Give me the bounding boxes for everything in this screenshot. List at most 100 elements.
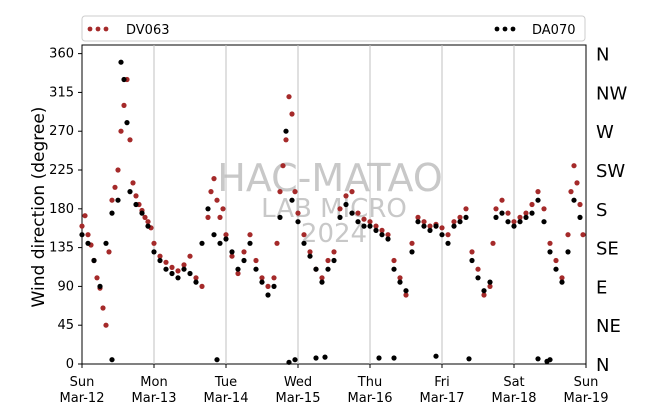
series-da070	[79, 59, 583, 365]
point-dv063	[106, 249, 112, 255]
point-dv063	[361, 216, 367, 222]
point-da070	[487, 279, 493, 285]
point-da070	[265, 292, 271, 298]
point-dv063	[421, 219, 427, 225]
point-da070	[214, 357, 220, 363]
point-da070	[445, 240, 451, 246]
point-da070	[535, 356, 541, 362]
point-dv063	[445, 232, 451, 238]
legend: DV063 DA070	[81, 15, 586, 42]
point-dv063	[109, 197, 115, 203]
point-da070	[319, 279, 325, 285]
point-dv063	[331, 249, 337, 255]
point-dv063	[511, 219, 517, 225]
legend-marker-da070	[502, 26, 508, 32]
x-axis-ticks: SunMar-12MonMar-13TueMar-14WedMar-15ThuM…	[60, 364, 608, 406]
point-dv063	[553, 257, 559, 264]
point-da070	[175, 275, 181, 281]
point-dv063	[277, 189, 283, 195]
point-dv063	[193, 275, 199, 281]
point-dv063	[475, 266, 481, 272]
point-da070	[367, 223, 373, 229]
x-gridlines	[153, 45, 515, 364]
point-dv063	[205, 214, 211, 220]
point-da070	[559, 279, 565, 285]
point-da070	[322, 354, 328, 360]
point-da070	[577, 214, 583, 220]
point-da070	[229, 249, 235, 255]
legend-marker-dv063	[95, 26, 101, 32]
point-dv063	[487, 283, 493, 289]
compass-label: N	[596, 355, 609, 376]
point-da070	[247, 240, 253, 246]
point-dv063	[121, 102, 127, 108]
point-da070	[109, 210, 115, 216]
point-da070	[295, 219, 301, 225]
point-da070	[553, 266, 559, 272]
point-da070	[493, 214, 499, 220]
point-dv063	[247, 232, 253, 238]
y-tick-label: 225	[49, 163, 74, 178]
point-dv063	[112, 184, 118, 190]
point-da070	[397, 279, 403, 285]
point-dv063	[265, 283, 271, 289]
point-dv063	[280, 163, 286, 169]
series-dv063	[79, 76, 586, 328]
point-da070	[121, 76, 127, 83]
point-da070	[259, 279, 265, 285]
point-dv063	[409, 240, 415, 246]
point-da070	[253, 266, 259, 272]
watermark-line-1: HAC-MATAO	[217, 156, 442, 200]
point-da070	[523, 214, 529, 220]
point-dv063	[451, 219, 457, 225]
point-dv063	[403, 292, 409, 298]
point-da070	[391, 266, 397, 272]
y-tick-label: 90	[57, 279, 74, 294]
point-da070	[361, 223, 367, 229]
compass-label: W	[596, 122, 614, 143]
point-dv063	[457, 214, 463, 220]
point-da070	[541, 219, 547, 225]
point-da070	[466, 356, 472, 362]
point-da070	[313, 266, 319, 272]
point-dv063	[367, 219, 373, 225]
point-dv063	[469, 249, 475, 255]
point-dv063	[415, 214, 421, 220]
point-dv063	[385, 232, 391, 238]
point-da070	[217, 240, 223, 246]
point-da070	[124, 120, 130, 126]
point-dv063	[565, 232, 571, 238]
point-da070	[286, 359, 292, 365]
point-da070	[433, 353, 439, 359]
point-da070	[547, 357, 553, 363]
point-da070	[163, 266, 169, 272]
point-dv063	[343, 193, 349, 199]
point-da070	[349, 210, 355, 216]
point-da070	[529, 210, 535, 216]
point-da070	[355, 219, 361, 225]
point-dv063	[505, 210, 511, 216]
point-dv063	[103, 322, 109, 328]
point-da070	[301, 240, 307, 246]
x-tick-date-label: Mar-15	[276, 391, 321, 406]
point-da070	[571, 197, 577, 203]
point-da070	[211, 232, 217, 238]
point-da070	[565, 249, 571, 255]
point-dv063	[94, 275, 100, 281]
x-tick-date-label: Mar-16	[348, 391, 393, 406]
point-dv063	[187, 253, 193, 259]
point-dv063	[559, 275, 565, 281]
x-tick-day-label: Sun	[574, 375, 599, 390]
point-da070	[97, 283, 103, 289]
point-da070	[127, 189, 133, 195]
point-dv063	[217, 214, 223, 220]
point-dv063	[133, 193, 139, 199]
point-dv063	[130, 180, 136, 186]
legend-marker-dv063	[87, 26, 93, 32]
x-tick-date-label: Mar-12	[60, 391, 105, 406]
point-dv063	[319, 275, 325, 281]
point-da070	[427, 227, 433, 233]
point-da070	[535, 197, 541, 203]
point-dv063	[373, 223, 379, 229]
point-da070	[409, 249, 415, 255]
